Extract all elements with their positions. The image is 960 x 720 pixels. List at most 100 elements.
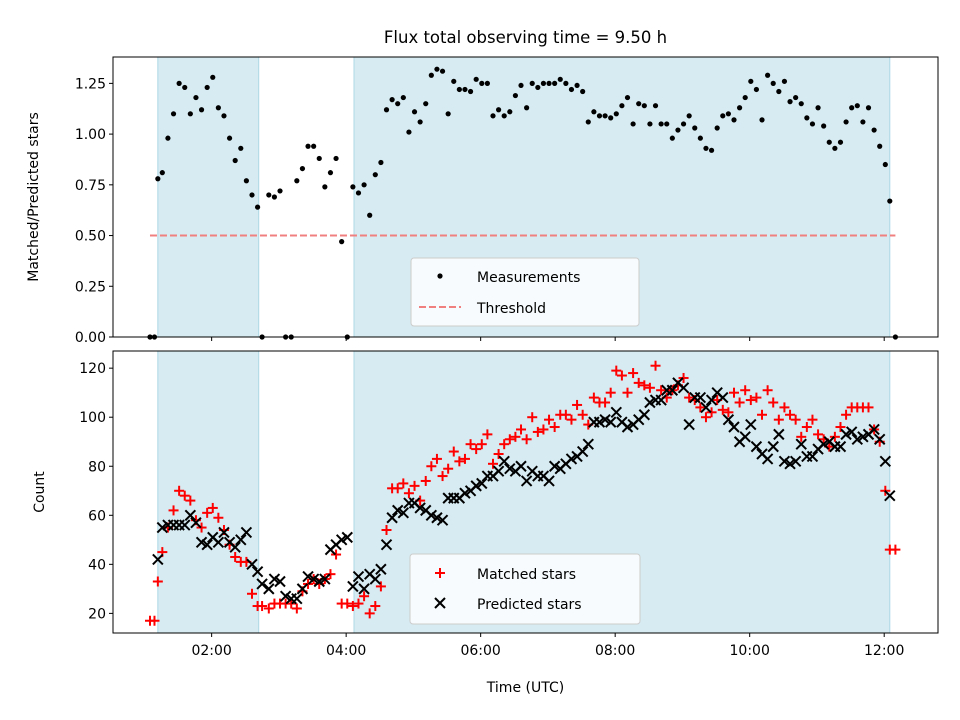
measurement-point — [271, 194, 278, 200]
legend-predicted-marker — [434, 597, 446, 609]
measurement-point — [714, 125, 720, 131]
matched-star-point — [381, 525, 392, 536]
matched-star-point — [448, 446, 459, 457]
measurement-point — [568, 86, 575, 93]
predicted-star-point — [761, 453, 774, 465]
time-xtick-label: 08:00 — [595, 643, 635, 659]
matched-star-point — [482, 429, 493, 440]
matched-star-point — [230, 551, 241, 562]
matched-star-point — [331, 549, 342, 560]
count-ytick-label: 20 — [88, 606, 106, 622]
measurement-point — [277, 188, 283, 194]
matched-star-point — [152, 576, 163, 587]
matched-star-point — [527, 412, 538, 423]
matched-star-point — [779, 402, 790, 413]
measurement-point — [226, 135, 233, 141]
measurement-point — [613, 111, 619, 117]
measurement-point — [311, 143, 317, 149]
measurement-point — [529, 80, 535, 86]
matched-star-point — [796, 431, 807, 442]
ratio-ytick-label: 0.75 — [75, 178, 106, 194]
measurement-point — [871, 127, 877, 133]
predicted-star-point — [246, 558, 258, 571]
predicted-star-point — [369, 573, 382, 585]
measurement-point — [787, 99, 793, 105]
measurement-point — [680, 121, 687, 127]
matched-star-point — [807, 414, 818, 425]
predicted-star-point — [700, 401, 712, 414]
matched-star-point — [835, 422, 846, 433]
predicted-star-point — [380, 539, 393, 551]
measurement-point — [692, 125, 698, 131]
measurement-point — [843, 119, 849, 125]
matched-star-point — [538, 424, 549, 435]
measurement-point — [232, 157, 238, 164]
measurement-point — [428, 72, 434, 78]
measurement-point — [837, 139, 844, 145]
matched-star-point — [375, 581, 386, 592]
matched-star-point — [443, 463, 454, 474]
time-xtick-label: 06:00 — [460, 643, 500, 659]
ratio-legend: Measurements Threshold — [410, 257, 640, 327]
predicted-star-point — [655, 394, 667, 406]
measurement-point — [652, 103, 659, 109]
measurement-point — [591, 109, 597, 115]
matched-star-point — [801, 422, 812, 433]
measurement-point — [294, 178, 300, 184]
measurement-point — [210, 74, 216, 80]
predicted-star-point — [576, 445, 589, 458]
measurement-point — [776, 88, 782, 95]
measurement-point — [535, 84, 541, 91]
matched-star-point — [723, 407, 734, 418]
measurement-point — [372, 172, 378, 178]
measurement-point — [770, 80, 776, 86]
predicted-star-point — [498, 455, 510, 468]
legend-matched-marker — [435, 568, 445, 578]
matched-star-point — [342, 598, 353, 609]
matched-star-point — [644, 382, 655, 393]
matched-star-point — [639, 380, 650, 391]
count-legend: Matched stars Predicted stars — [409, 553, 641, 625]
measurement-point — [630, 121, 636, 127]
time-xtick-label: 02:00 — [191, 643, 231, 659]
predicted-star-point — [492, 465, 505, 477]
measurement-point — [725, 111, 731, 117]
predicted-star-point — [218, 526, 230, 539]
matched-star-point — [678, 372, 689, 383]
matched-star-point — [863, 402, 874, 413]
measurement-point — [608, 115, 614, 121]
measurement-point — [574, 82, 580, 89]
matched-star-point — [700, 412, 711, 423]
predicted-star-point — [666, 384, 679, 396]
ratio-ytick-label: 0.00 — [75, 330, 106, 346]
measurement-point — [804, 115, 810, 121]
matched-star-point — [476, 439, 487, 450]
matched-star-point — [454, 456, 465, 467]
predicted-star-point — [240, 526, 253, 539]
predicted-star-point — [879, 455, 892, 468]
ratio-panel: 0.00 0.25 0.50 0.75 1.00 1.25 Flux total obse… — [26, 28, 939, 346]
predicted-star-point — [515, 460, 527, 472]
measurement-point — [411, 109, 418, 115]
matched-star-point — [403, 488, 414, 499]
matched-star-point — [459, 453, 470, 464]
measurement-point — [664, 121, 670, 127]
legend-measurements-marker — [437, 273, 443, 279]
measurement-point — [400, 94, 406, 101]
predicted-star-point — [739, 431, 751, 443]
predicted-star-point — [604, 416, 617, 428]
matched-star-point — [370, 601, 381, 612]
predicted-star-point — [728, 421, 740, 433]
measurement-point — [720, 113, 726, 119]
ratio-y-axis-label: Matched/Predicted stars — [26, 112, 42, 282]
predicted-star-point — [795, 438, 807, 450]
measurement-point — [703, 145, 709, 151]
ratio-ytick-label: 1.25 — [75, 76, 106, 92]
measurement-point — [322, 184, 328, 190]
matched-star-point — [628, 368, 639, 379]
count-ytick-label: 80 — [88, 459, 106, 475]
matched-star-point — [420, 475, 431, 486]
time-xtick-label: 10:00 — [730, 643, 770, 659]
predicted-star-point — [358, 583, 370, 595]
legend-box — [409, 553, 641, 625]
